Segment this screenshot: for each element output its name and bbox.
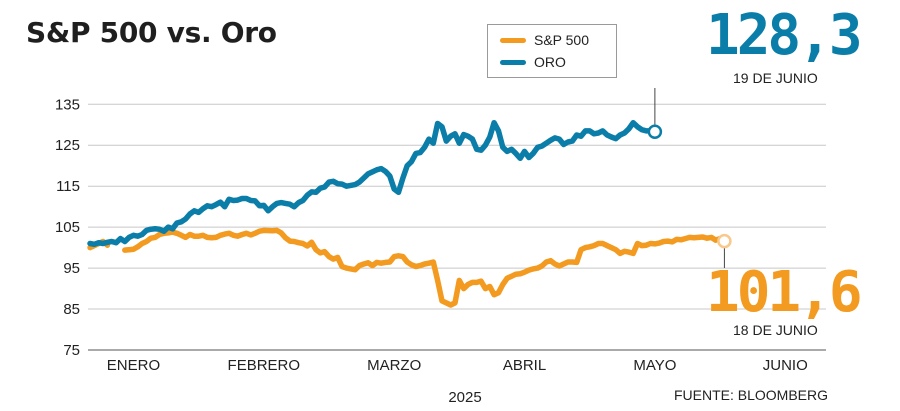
- y-tick-label: 125: [55, 137, 80, 154]
- series-layer: [87, 119, 728, 308]
- endpoint-marker-sp500: [717, 233, 732, 249]
- gridlines: [88, 103, 826, 310]
- chart-title: S&P 500 vs. Oro: [26, 16, 277, 49]
- legend-item-sp500: S&P 500: [500, 30, 589, 50]
- legend-label-gold: ORO: [534, 54, 566, 70]
- x-axis-label: 2025: [448, 389, 481, 406]
- y-tick-label: 85: [63, 301, 80, 318]
- legend-swatch-sp500: [500, 37, 526, 43]
- series-line-gold: [87, 119, 658, 248]
- y-tick-labels: 75 85 95 105 115 125 135: [55, 96, 80, 359]
- x-tick-label: MAYO: [633, 357, 676, 374]
- x-tick-labels: ENERO FEBRERO MARZO ABRIL MAYO JUNIO: [107, 357, 808, 374]
- source-note: FUENTE: BLOOMBERG: [673, 387, 828, 403]
- gold-callout-date: 19 DE JUNIO: [733, 70, 818, 86]
- y-tick-label: 105: [55, 219, 80, 236]
- sp500-callout-value: 101,6: [706, 260, 863, 325]
- legend-swatch-gold: [500, 59, 526, 65]
- x-tick-label: FEBRERO: [228, 357, 301, 374]
- y-tick-label: 95: [63, 260, 80, 277]
- x-tick-label: ENERO: [107, 357, 160, 374]
- series-line-sp500: [122, 227, 728, 308]
- gold-callout-value: 128,3: [706, 3, 863, 68]
- x-tick-label: JUNIO: [763, 357, 808, 374]
- series-endpoints: [647, 124, 732, 249]
- sp500-callout-date: 18 DE JUNIO: [733, 322, 818, 338]
- legend-item-gold: ORO: [500, 52, 566, 72]
- callout-leaders: [654, 88, 725, 268]
- y-tick-label: 115: [56, 178, 80, 195]
- x-tick-label: MARZO: [367, 357, 421, 374]
- y-tick-label: 135: [55, 96, 80, 113]
- endpoint-marker-gold: [647, 124, 663, 139]
- legend-label-sp500: S&P 500: [534, 32, 590, 48]
- x-tick-label: ABRIL: [503, 357, 546, 374]
- legend: S&P 500 ORO: [487, 24, 617, 78]
- y-tick-label: 75: [63, 342, 80, 359]
